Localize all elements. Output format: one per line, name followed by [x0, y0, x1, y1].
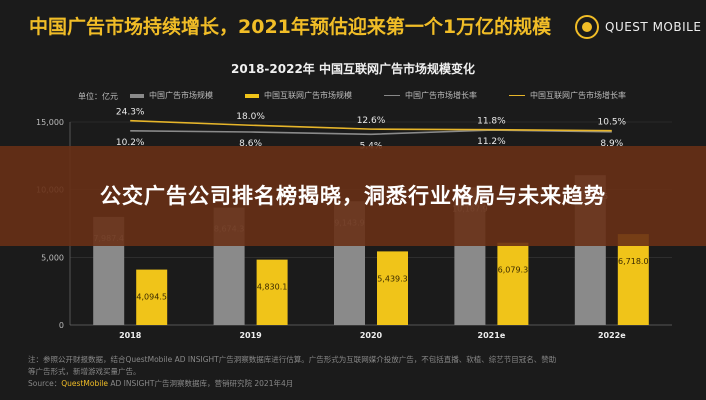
- x-tick-label: 2021e: [478, 331, 506, 340]
- bar-internet-size: [377, 251, 408, 325]
- source-brand: QuestMobile: [61, 379, 108, 388]
- source-line: Source：QuestMobile AD INSIGHT广告洞察数据库，营销研…: [28, 378, 688, 390]
- footnotes: 注：参照公开财报数据，结合QuestMobile AD INSIGHT广告洞察数…: [28, 354, 688, 390]
- legend-label: 中国广告市场增长率: [405, 91, 477, 100]
- note-line: 注：参照公开财报数据，结合QuestMobile AD INSIGHT广告洞察数…: [28, 355, 557, 364]
- y-tick-label: 0: [59, 321, 64, 330]
- legend-swatch: [130, 93, 144, 98]
- legend-item-market-size: 中国广告市场规模: [130, 90, 213, 101]
- unit-label: 单位：亿元: [78, 92, 118, 101]
- legend-label: 中国互联网广告市场规模: [264, 91, 352, 100]
- growth-rate-label: 10.2%: [116, 138, 145, 148]
- bar-value-label: 4,830.1: [257, 283, 288, 292]
- growth-rate-label: 11.2%: [477, 137, 506, 147]
- bar-internet-size: [617, 234, 649, 325]
- legend-label: 中国广告市场规模: [149, 91, 213, 100]
- legend-swatch: [245, 93, 259, 98]
- growth-rate-label: 10.5%: [598, 118, 627, 128]
- x-tick-label: 2018: [119, 331, 142, 340]
- growth-rate-label: 12.6%: [357, 116, 386, 126]
- chart-legend: 中国广告市场规模 中国互联网广告市场规模 中国广告市场增长率 中国互联网广告市场…: [130, 90, 626, 101]
- bar-internet-size: [136, 269, 168, 325]
- source-rest: AD INSIGHT广告洞察数据库，营销研究院 2021年4月: [108, 379, 294, 388]
- source-prefix: Source：: [28, 379, 62, 388]
- line-internet-growth: [130, 119, 612, 132]
- legend-swatch: [384, 94, 400, 97]
- bar-value-label: 5,439.3: [377, 274, 408, 283]
- x-tick-label: 2022e: [598, 331, 626, 340]
- logo-text: QUEST MOBILE: [605, 20, 702, 34]
- y-tick-label: 5,000: [41, 253, 64, 262]
- legend-item-market-growth: 中国广告市场增长率: [384, 90, 477, 101]
- bar-value-label: 6,718.0: [618, 257, 649, 266]
- chart-title: 2018-2022年 中国互联网广告市场规模变化: [231, 62, 475, 76]
- x-tick-label: 2020: [360, 331, 383, 340]
- quest-mobile-logo-icon: [575, 15, 599, 39]
- growth-rate-label: 11.8%: [477, 117, 506, 127]
- bar-value-label: 6,079.3: [498, 266, 529, 275]
- legend-label: 中国互联网广告市场增长率: [530, 91, 626, 100]
- x-tick-label: 2019: [239, 331, 262, 340]
- brand-logo: QUEST MOBILE: [575, 15, 701, 39]
- bar-value-label: 4,094.5: [136, 293, 167, 302]
- note-line: 等广告形式，新增游戏买量广告。: [28, 367, 141, 376]
- growth-rate-label: 18.0%: [236, 112, 265, 122]
- legend-swatch: [509, 94, 525, 97]
- banner-title: 公交广告公司排名榜揭晓，洞悉行业格局与未来趋势: [100, 184, 606, 208]
- bar-internet-size: [497, 242, 529, 325]
- growth-rate-label: 24.3%: [116, 108, 145, 118]
- y-tick-label: 15,000: [36, 118, 64, 127]
- growth-rate-label: 8.6%: [239, 139, 262, 149]
- legend-item-internet-size: 中国互联网广告市场规模: [245, 90, 352, 101]
- legend-item-internet-growth: 中国互联网广告市场增长率: [509, 90, 626, 101]
- headline: 中国广告市场持续增长，2021年预估迎来第一个1万亿的规模: [29, 16, 552, 38]
- growth-rate-label: 8.9%: [600, 139, 623, 149]
- bar-internet-size: [256, 259, 288, 325]
- title-banner: 公交广告公司排名榜揭晓，洞悉行业格局与未来趋势: [0, 146, 706, 246]
